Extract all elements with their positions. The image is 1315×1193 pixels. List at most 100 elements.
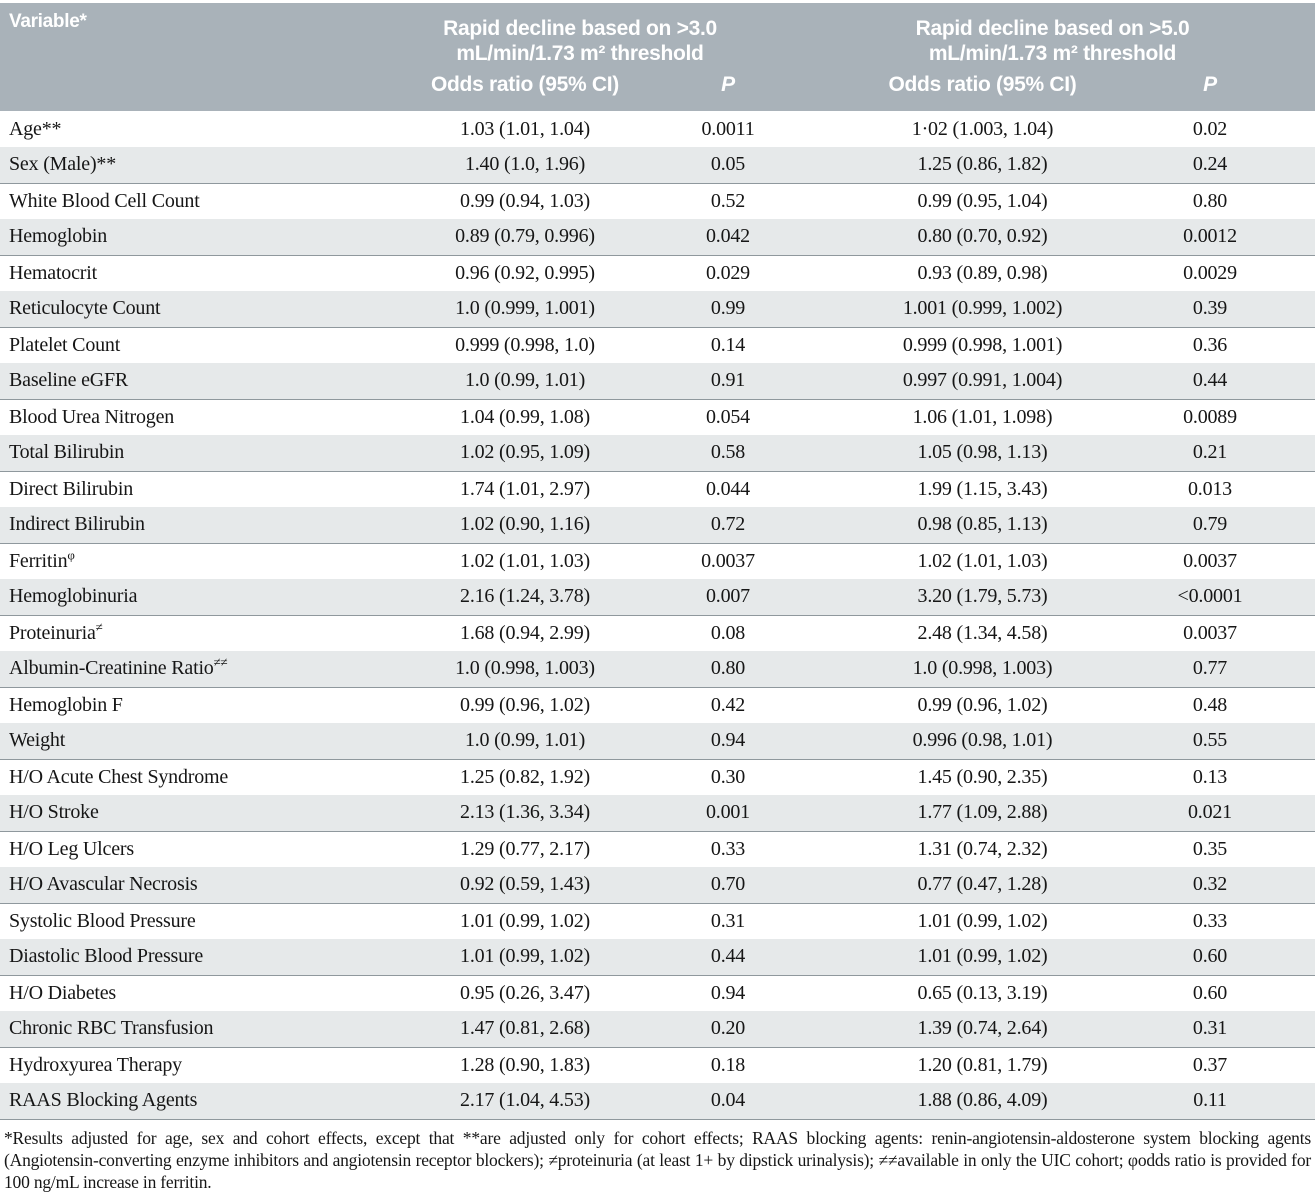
variable-cell: Platelet Count bbox=[9, 333, 121, 356]
table-row: H/O Acute Chest Syndrome 1.25 (0.82, 1.92… bbox=[0, 759, 1315, 795]
p-value-3-cell: 0.31 bbox=[710, 909, 746, 932]
p-value-3-cell: 0.001 bbox=[680, 795, 790, 832]
p-value-5-cell: 0.0029 bbox=[1183, 261, 1237, 284]
p-value-5-cell: 0.02 bbox=[1192, 117, 1228, 140]
variable-cell: Weight bbox=[0, 723, 370, 760]
odds-ratio-5-cell: 0.99 (0.95, 1.04) bbox=[917, 189, 1048, 212]
variable-cell: Hemoglobin F bbox=[9, 693, 123, 716]
odds-ratio-3-cell: 1.02 (0.90, 1.16) bbox=[370, 507, 680, 544]
variable-cell: Reticulocyte Count bbox=[0, 291, 370, 328]
table-row: Hemoglobinuria 2.16 (1.24, 3.78) 0.007 3.20… bbox=[0, 579, 1315, 616]
odds-ratio-5-cell: 1·02 (1.003, 1.04) bbox=[911, 117, 1054, 140]
table-row: H/O Avascular Necrosis 0.92 (0.59, 1.43) 0… bbox=[0, 867, 1315, 904]
odds-ratio-3-cell: 1.0 (0.998, 1.003) bbox=[370, 651, 680, 688]
odds-ratio-3-cell: 2.16 (1.24, 3.78) bbox=[370, 579, 680, 616]
p-value-3-cell: 0.70 bbox=[680, 867, 790, 904]
variable-cell: H/O Avascular Necrosis bbox=[0, 867, 370, 904]
p-value-3-cell: 0.20 bbox=[680, 1011, 790, 1048]
p-value-5-cell: 0.48 bbox=[1192, 693, 1228, 716]
table-body: Age** 1.03 (1.01, 1.04) 0.0011 1·02 (1.003,… bbox=[0, 111, 1315, 1120]
results-table: Variable* Rapid decline based on >3.0 mL… bbox=[0, 3, 1315, 1120]
variable-cell: Hydroxyurea Therapy bbox=[9, 1053, 182, 1076]
p-value-5-cell: 0.55 bbox=[1175, 723, 1315, 760]
group2-title-line2: mL/min/1.73 m² threshold bbox=[928, 42, 1177, 65]
variable-cell: Diastolic Blood Pressure bbox=[0, 939, 370, 976]
odds-ratio-5-cell: 0.996 (0.98, 1.01) bbox=[790, 723, 1175, 760]
variable-cell: Age** bbox=[9, 117, 62, 140]
variable-cell: Albumin-Creatinine Ratio≠≠ bbox=[0, 651, 370, 688]
odds-ratio-5-cell: 0.65 (0.13, 3.19) bbox=[917, 981, 1048, 1004]
p-value-3-cell: 0.18 bbox=[710, 1053, 746, 1076]
p-value-3-cell: 0.14 bbox=[710, 333, 746, 356]
p-value-5-cell: 0.13 bbox=[1192, 765, 1228, 788]
table-row: Proteinuria≠ 1.68 (0.94, 2.99) 0.08 2.48 (1… bbox=[0, 615, 1315, 651]
column-header-p-2: P bbox=[1175, 73, 1315, 111]
table-row: Blood Urea Nitrogen 1.04 (0.99, 1.08) 0.05… bbox=[0, 399, 1315, 435]
table-row: Sex (Male)** 1.40 (1.0, 1.96) 0.05 1.25 (0.… bbox=[0, 147, 1315, 184]
odds-ratio-5-cell: 1.45 (0.90, 2.35) bbox=[917, 765, 1048, 788]
table-row: Reticulocyte Count 1.0 (0.999, 1.001) 0.99… bbox=[0, 291, 1315, 328]
p-value-5-cell: 0.0037 bbox=[1183, 621, 1237, 644]
odds-ratio-3-cell: 1.0 (0.999, 1.001) bbox=[370, 291, 680, 328]
p-value-3-cell: 0.33 bbox=[710, 837, 746, 860]
p-value-5-cell: 0.44 bbox=[1175, 363, 1315, 400]
odds-ratio-5-cell: 1.99 (1.15, 3.43) bbox=[917, 477, 1048, 500]
p-value-5-cell: 0.021 bbox=[1175, 795, 1315, 832]
p-value-5-cell: 0.35 bbox=[1192, 837, 1228, 860]
odds-ratio-5-cell: 1.01 (0.99, 1.02) bbox=[790, 939, 1175, 976]
column-header-odds-ratio-2: Odds ratio (95% CI) bbox=[790, 73, 1175, 111]
table-row: Hemoglobin F 0.99 (0.96, 1.02) 0.42 0.99 (0… bbox=[0, 687, 1315, 723]
odds-ratio-3-cell: 1.25 (0.82, 1.92) bbox=[460, 765, 590, 788]
table-row: Age** 1.03 (1.01, 1.04) 0.0011 1·02 (1.003,… bbox=[0, 111, 1315, 147]
odds-ratio-3-cell: 0.92 (0.59, 1.43) bbox=[370, 867, 680, 904]
variable-cell: Blood Urea Nitrogen bbox=[9, 405, 175, 428]
p-value-5-cell: 0.21 bbox=[1175, 435, 1315, 472]
odds-ratio-5-cell: 0.999 (0.998, 1.001) bbox=[902, 333, 1063, 356]
variable-cell: Ferritinφ bbox=[9, 547, 75, 572]
p-value-5-cell: 0.0012 bbox=[1175, 219, 1315, 256]
p-value-3-cell: 0.58 bbox=[680, 435, 790, 472]
p-value-5-cell: 0.0089 bbox=[1183, 405, 1237, 428]
odds-ratio-3-cell: 0.99 (0.94, 1.03) bbox=[460, 189, 590, 212]
p-value-3-cell: 0.08 bbox=[710, 621, 746, 644]
variable-cell: H/O Stroke bbox=[0, 795, 370, 832]
p-value-5-cell: 0.36 bbox=[1192, 333, 1228, 356]
odds-ratio-5-cell: 1.88 (0.86, 4.09) bbox=[790, 1083, 1175, 1120]
p-value-3-cell: 0.007 bbox=[680, 579, 790, 616]
p-value-5-cell: 0.24 bbox=[1175, 147, 1315, 184]
odds-ratio-5-cell: 0.77 (0.47, 1.28) bbox=[790, 867, 1175, 904]
odds-ratio-5-cell: 1.0 (0.998, 1.003) bbox=[790, 651, 1175, 688]
variable-cell: H/O Leg Ulcers bbox=[9, 837, 134, 860]
p-value-3-cell: 0.30 bbox=[710, 765, 746, 788]
variable-cell: Hemoglobin bbox=[0, 219, 370, 256]
odds-ratio-5-cell: 3.20 (1.79, 5.73) bbox=[790, 579, 1175, 616]
odds-ratio-3-cell: 0.96 (0.92, 0.995) bbox=[455, 261, 595, 284]
table-row: Hydroxyurea Therapy 1.28 (0.90, 1.83) 0.18… bbox=[0, 1047, 1315, 1083]
table-row: H/O Leg Ulcers 1.29 (0.77, 2.17) 0.33 1.31 … bbox=[0, 831, 1315, 867]
variable-cell: H/O Acute Chest Syndrome bbox=[9, 765, 229, 788]
odds-ratio-3-cell: 2.17 (1.04, 4.53) bbox=[370, 1083, 680, 1120]
variable-cell: RAAS Blocking Agents bbox=[0, 1083, 370, 1120]
odds-ratio-5-cell: 0.80 (0.70, 0.92) bbox=[790, 219, 1175, 256]
odds-ratio-3-cell: 1.01 (0.99, 1.02) bbox=[460, 909, 590, 932]
p-value-5-cell: 0.0037 bbox=[1183, 549, 1237, 572]
odds-ratio-5-cell: 1.20 (0.81, 1.79) bbox=[917, 1053, 1048, 1076]
odds-ratio-5-cell: 1.001 (0.999, 1.002) bbox=[790, 291, 1175, 328]
column-header-variable: Variable* bbox=[0, 3, 370, 111]
group2-title-line1: Rapid decline based on >5.0 bbox=[915, 16, 1190, 40]
variable-cell: Hematocrit bbox=[9, 261, 97, 284]
variable-cell: H/O Diabetes bbox=[9, 981, 117, 1004]
p-value-3-cell: 0.44 bbox=[680, 939, 790, 976]
table-row: White Blood Cell Count 0.99 (0.94, 1.03) 0… bbox=[0, 183, 1315, 219]
p-value-3-cell: 0.04 bbox=[680, 1083, 790, 1120]
odds-ratio-3-cell: 1.03 (1.01, 1.04) bbox=[460, 117, 590, 140]
p-value-3-cell: 0.0011 bbox=[701, 117, 755, 140]
column-group-threshold-3: Rapid decline based on >3.0 mL/min/1.73 … bbox=[370, 3, 790, 73]
p-value-5-cell: 0.60 bbox=[1192, 981, 1228, 1004]
odds-ratio-3-cell: 1.29 (0.77, 2.17) bbox=[460, 837, 590, 860]
variable-superscript: ≠ bbox=[95, 619, 103, 635]
odds-ratio-5-cell: 1.77 (1.09, 2.88) bbox=[790, 795, 1175, 832]
odds-ratio-3-cell: 1.68 (0.94, 2.99) bbox=[460, 621, 590, 644]
p-value-5-cell: 0.32 bbox=[1175, 867, 1315, 904]
variable-cell: Indirect Bilirubin bbox=[0, 507, 370, 544]
